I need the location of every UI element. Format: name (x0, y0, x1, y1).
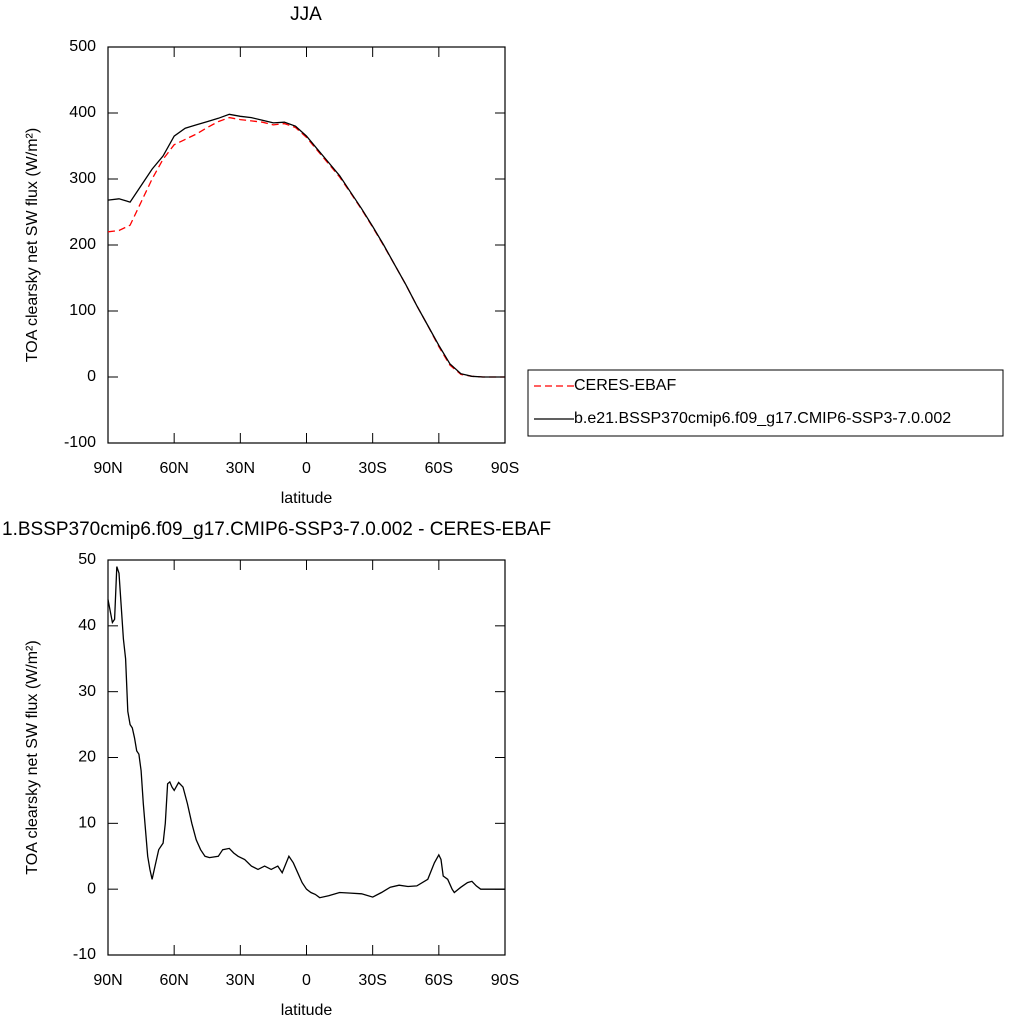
y-tick-label: 100 (69, 302, 96, 319)
plot-frame (107, 559, 506, 956)
y-tick-label: 400 (69, 104, 96, 121)
y-tick-label: 0 (87, 880, 96, 897)
y-tick-label: 200 (69, 236, 96, 253)
y-axis-label: TOA clearsky net SW flux (W/m²) (24, 640, 41, 874)
x-tick-label: 60N (159, 460, 188, 477)
x-tick-label: 90S (491, 460, 519, 477)
x-axis-label: latitude (281, 1002, 333, 1019)
x-tick-label: 60S (425, 972, 453, 989)
x-tick-label: 30S (358, 972, 386, 989)
chart-title: JJA (290, 4, 322, 25)
x-tick-label: 0 (302, 460, 311, 477)
x-tick-label: 90N (93, 972, 122, 989)
y-tick-label: 50 (78, 551, 96, 568)
legend-label: CERES-EBAF (574, 377, 676, 394)
y-tick-label: -100 (64, 434, 96, 451)
x-axis-label: latitude (281, 490, 333, 507)
chart-title: 1.BSSP370cmip6.f09_g17.CMIP6-SSP3-7.0.00… (2, 519, 551, 540)
x-tick-label: 30N (226, 972, 255, 989)
y-tick-label: 40 (78, 617, 96, 634)
series-line (107, 116, 505, 378)
legend-label: b.e21.BSSP370cmip6.f09_g17.CMIP6-SSP3-7.… (574, 410, 951, 427)
x-tick-label: 60N (159, 972, 188, 989)
x-tick-label: 30S (358, 460, 386, 477)
y-axis-label: TOA clearsky net SW flux (W/m²) (24, 128, 41, 362)
x-tick-label: 90N (93, 460, 122, 477)
y-tick-label: 30 (78, 683, 96, 700)
x-tick-label: 90S (491, 972, 519, 989)
y-tick-label: 500 (69, 38, 96, 55)
y-tick-label: -10 (73, 946, 96, 963)
y-tick-label: 300 (69, 170, 96, 187)
y-tick-label: 0 (87, 368, 96, 385)
x-tick-label: 0 (302, 972, 311, 989)
plot-frame (107, 46, 506, 444)
legend-box (527, 369, 1004, 437)
y-tick-label: 10 (78, 815, 96, 832)
series-line (107, 566, 505, 899)
x-tick-label: 60S (425, 460, 453, 477)
y-tick-label: 20 (78, 749, 96, 766)
x-tick-label: 30N (226, 460, 255, 477)
series-line (107, 113, 505, 378)
